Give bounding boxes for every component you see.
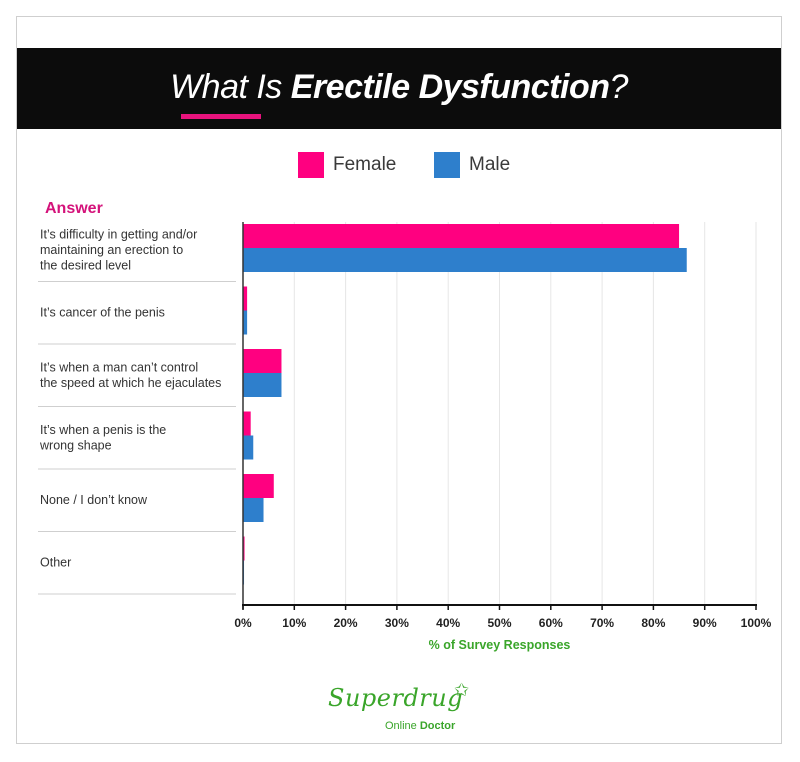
bar-female-0 (243, 224, 680, 248)
x-tick-label: 100% (741, 616, 772, 630)
infographic-frame (16, 16, 782, 744)
category-label-line: It’s cancer of the penis (40, 306, 165, 320)
row-header-answer: Answer (45, 200, 103, 217)
x-tick-label: 80% (641, 616, 665, 630)
bar-male-2 (243, 373, 282, 397)
legend-swatch-male (434, 152, 460, 178)
category-label-line: It’s difficulty in getting and/or (40, 228, 197, 242)
category-label-line: maintaining an erection to (40, 243, 183, 257)
x-tick-label: 30% (385, 616, 409, 630)
x-tick-label: 10% (282, 616, 306, 630)
bar-female-3 (243, 411, 251, 436)
legend-item-male: Male (434, 152, 510, 178)
page-title: What Is Erectile Dysfunction? (17, 68, 781, 107)
category-label: Other (40, 556, 71, 570)
category-label-line: wrong shape (39, 438, 112, 452)
logo-sub-bold: Doctor (419, 720, 456, 732)
legend-item-female: Female (298, 152, 396, 178)
category-label: It’s difficulty in getting and/or maintai… (40, 228, 197, 273)
star-icon: ✩ (454, 680, 470, 700)
x-tick-label: 50% (487, 616, 511, 630)
bar-male-0 (243, 248, 687, 272)
category-label: It’s cancer of the penis (40, 306, 165, 320)
legend-swatch-female (298, 152, 324, 178)
title-prefix: What Is (170, 68, 291, 106)
category-label: None / I don’t know (40, 493, 148, 507)
x-tick-label: 20% (334, 616, 358, 630)
title-banner: What Is Erectile Dysfunction? (17, 48, 781, 129)
bar-male-3 (243, 435, 254, 460)
category-label-line: the speed at which he ejaculates (40, 376, 221, 390)
x-tick-label: 60% (539, 616, 563, 630)
legend-label-male: Male (469, 154, 511, 175)
category-label-line: None / I don’t know (40, 493, 148, 507)
category-label-line: It’s when a man can’t control (40, 360, 198, 374)
bar-female-2 (243, 349, 282, 373)
bar-female-4 (243, 474, 274, 498)
logo-brand: Superdrug (328, 684, 464, 712)
category-label: It’s when a man can’t control the speed a… (40, 360, 221, 390)
category-label: It’s when a penis is the wrong shape (39, 423, 166, 453)
bar-male-4 (243, 498, 264, 522)
superdrug-logo: Superdrug ✩ Online Doctor (328, 680, 478, 734)
bar-female-1 (243, 286, 248, 311)
category-label-line: It’s when a penis is the (40, 423, 166, 437)
logo-subtitle: Online Doctor (385, 720, 455, 732)
title-suffix: ? (609, 68, 629, 106)
title-bold: Erectile Dysfunction (290, 68, 610, 106)
chart-legend: Female Male (0, 152, 800, 182)
bar-female-5 (243, 536, 245, 561)
x-tick-label: 40% (436, 616, 460, 630)
bar-male-1 (243, 310, 248, 335)
category-label-line: the desired level (40, 259, 131, 273)
x-axis-title: % of Survey Responses (429, 638, 571, 652)
x-tick-label: 90% (693, 616, 717, 630)
legend-label-female: Female (333, 154, 397, 175)
category-label-line: Other (40, 556, 71, 570)
x-tick-label: 70% (590, 616, 614, 630)
logo-sub-prefix: Online (385, 720, 420, 732)
title-accent-underline (181, 114, 261, 119)
x-tick-label: 0% (234, 616, 252, 630)
